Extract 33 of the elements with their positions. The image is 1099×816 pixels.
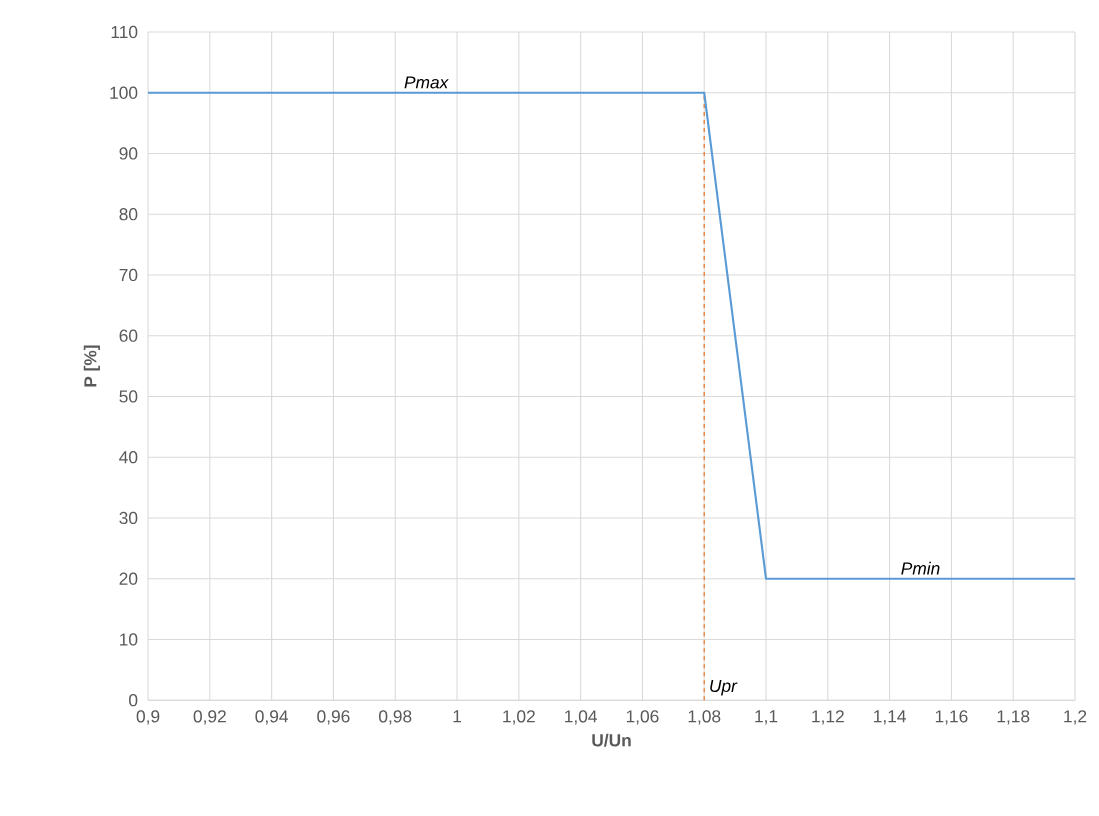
ref-line-label: Upr [710, 679, 738, 696]
x-axis-title: U/Un [592, 733, 631, 747]
y-tick-label: 90 [119, 147, 138, 160]
x-tick-label: 0,98 [379, 710, 412, 725]
annotation: Pmin [901, 561, 940, 575]
annotation: Pmax [404, 76, 449, 89]
y-tick-label: 80 [119, 207, 138, 221]
x-tick-label: 0,94 [255, 710, 289, 725]
x-tick-label: 1,16 [935, 710, 968, 725]
y-tick-label: 30 [119, 511, 138, 524]
y-tick-label: 60 [119, 329, 138, 342]
y-axis-title: P [%] [83, 345, 100, 387]
y-tick-label: 10 [120, 633, 138, 646]
y-tick-label: 40 [119, 450, 138, 464]
x-tick-label: 1,2 [1064, 710, 1087, 725]
y-tick-label: 110 [111, 25, 138, 39]
x-tick-label: 1,14 [874, 710, 906, 725]
x-tick-label: 0,9 [136, 710, 160, 725]
y-tick-label: 100 [110, 86, 138, 99]
x-tick-label: 1,1 [755, 710, 778, 725]
x-tick-label: 1,12 [812, 710, 844, 725]
x-tick-label: 1,18 [997, 710, 1030, 725]
y-tick-label: 50 [119, 390, 138, 403]
y-tick-label: 20 [119, 572, 138, 585]
x-tick-label: 1 [453, 710, 462, 723]
x-tick-label: 1,04 [565, 710, 597, 725]
x-tick-label: 1,02 [503, 710, 535, 725]
x-tick-label: 1,06 [626, 710, 659, 725]
y-tick-label: 0 [129, 693, 138, 707]
x-tick-label: 1,08 [688, 710, 721, 725]
x-tick-label: 0,96 [317, 710, 350, 725]
x-tick-label: 0,92 [193, 710, 226, 725]
y-tick-label: 70 [119, 268, 138, 282]
